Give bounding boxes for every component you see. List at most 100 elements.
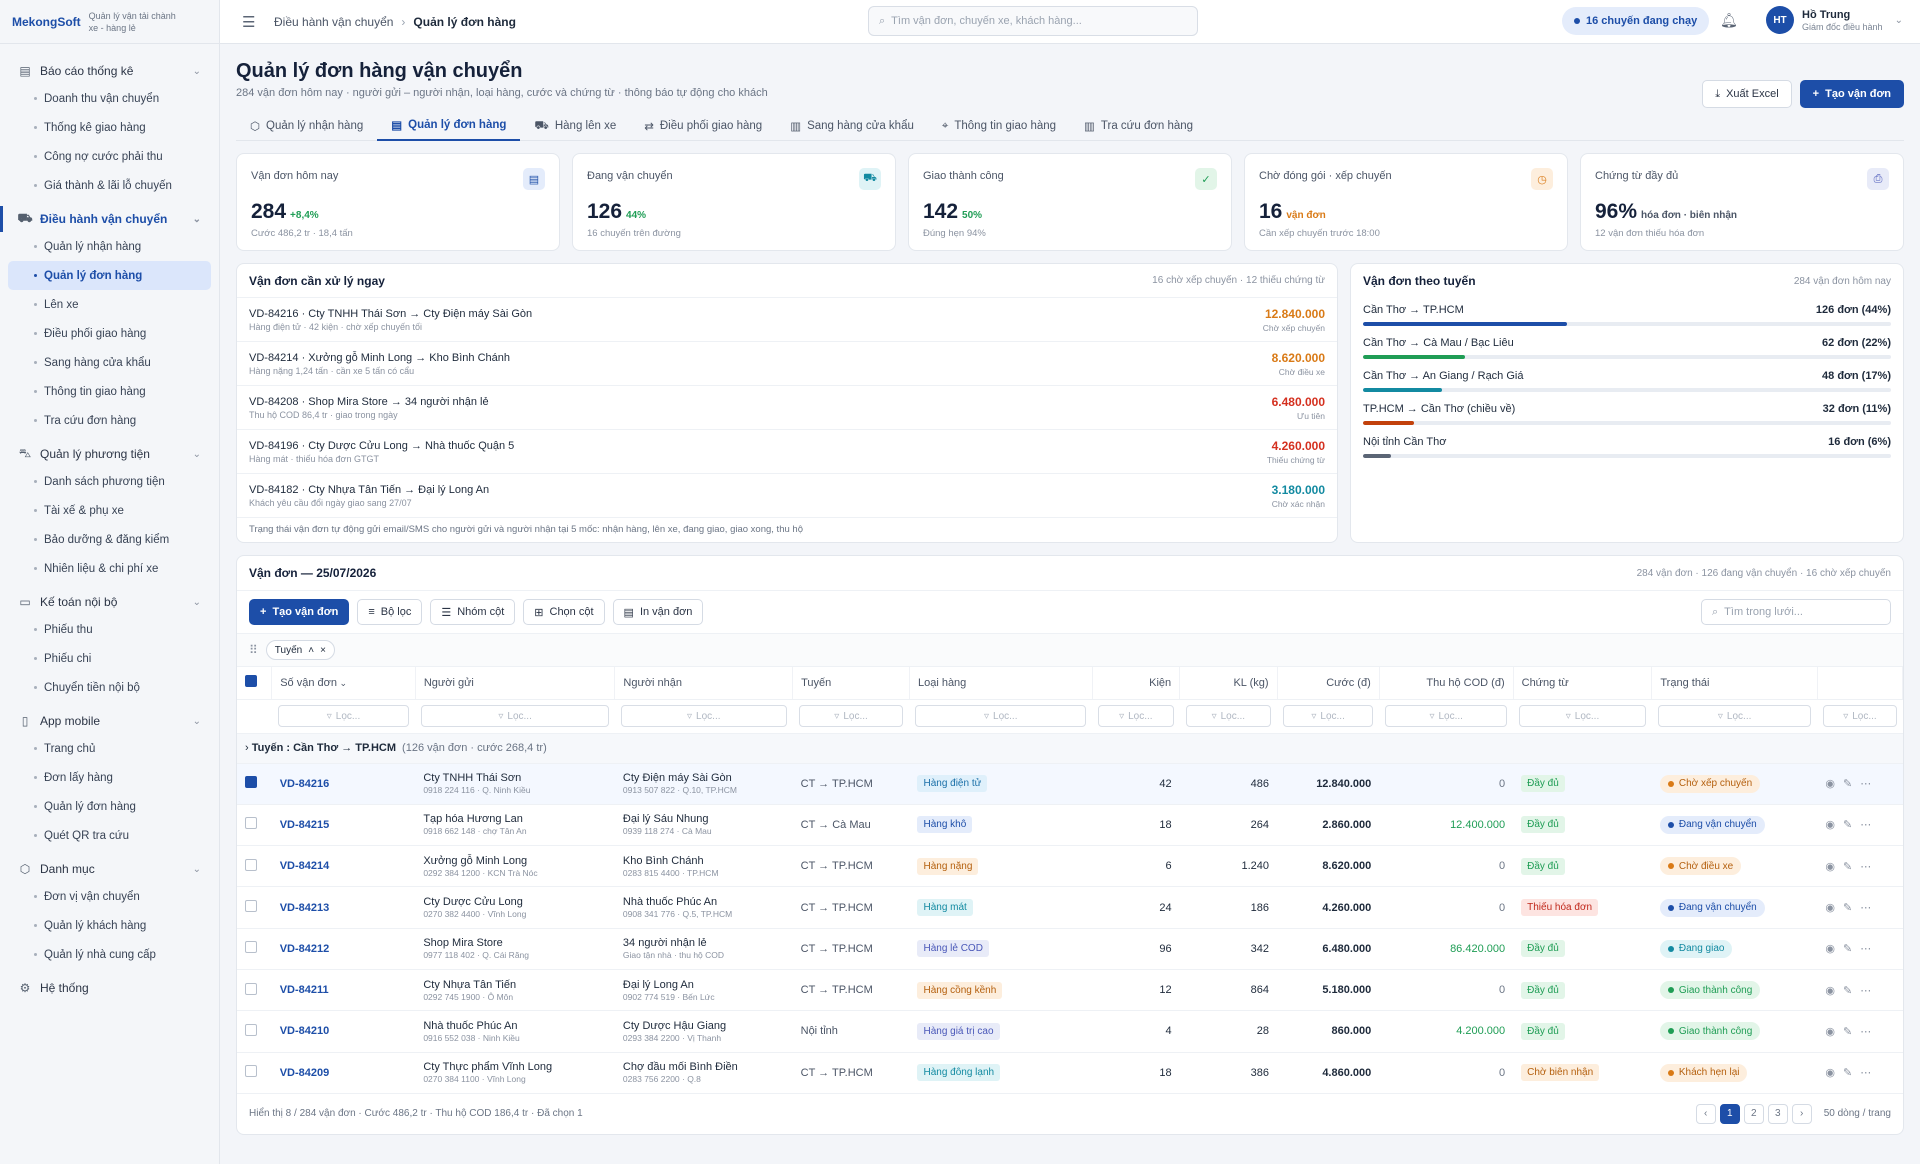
waybill-code-link[interactable]: VD-84215 [279,818,330,831]
route-item[interactable]: TP.HCM → Cần Thơ (chiều về) 32 đơn (11%) [1351,397,1903,430]
breadcrumb-parent[interactable]: Điều hành vận chuyển [274,14,394,29]
global-search-input[interactable]: ⌕ Tìm vận đơn, chuyến xe, khách hàng... [868,6,1198,36]
eye-icon[interactable]: ◉ [1825,819,1844,832]
sidebar-item[interactable]: Công nợ cước phải thu [8,142,211,171]
print-waybill-button[interactable]: ▤ In vận đơn [612,599,704,625]
more-icon[interactable]: ⋯ [1860,943,1880,956]
waybill-code-link[interactable]: VD-84209 [279,1066,330,1079]
route-item[interactable]: Nội tỉnh Cần Thơ 16 đơn (6%) [1351,430,1903,463]
sidebar-group-1[interactable]: ⛟ Điều hành vận chuyển ⌄ [0,206,211,232]
waybill-code-link[interactable]: VD-84216 [279,777,330,790]
more-icon[interactable]: ⋯ [1860,902,1880,915]
sidebar-item[interactable]: Danh sách phương tiện [8,467,211,496]
column-header[interactable]: Người gửi [415,667,616,700]
more-icon[interactable]: ⋯ [1860,860,1880,873]
eye-icon[interactable]: ◉ [1825,1067,1844,1080]
waybill-code-link[interactable]: VD-84212 [279,942,330,955]
urgent-item[interactable]: VD-84214 · Xưởng gỗ Minh Long → Kho Bình… [237,342,1337,386]
route-item[interactable]: Cần Thơ → Cà Mau / Bạc Liêu 62 đơn (22%) [1351,331,1903,364]
edit-icon[interactable]: ✎ [1843,984,1861,997]
sidebar-item[interactable]: Trang chủ [8,734,211,763]
tab-0[interactable]: ⬡ Quản lý nhận hàng [236,111,377,141]
logo[interactable]: MekongSoft [12,14,81,29]
tab-6[interactable]: ▥ Tra cứu đơn hàng [1070,111,1207,141]
column-filter-input[interactable]: ▿ Lọc... [421,705,609,727]
tab-5[interactable]: ⌖ Thông tin giao hàng [928,111,1070,141]
table-row[interactable]: VD-84210 Nhà thuốc Phúc An 0916 552 038 · … [237,1010,1903,1053]
eye-icon[interactable]: ◉ [1825,984,1844,997]
sidebar-group-4[interactable]: ▯ App mobile ⌄ [8,708,211,734]
urgent-item[interactable]: VD-84182 · Cty Nhựa Tân Tiến → Đại lý Lo… [237,474,1337,518]
column-filter-input[interactable]: ▿ Lọc... [1185,705,1272,727]
page-button[interactable]: 2 [1743,1103,1764,1124]
filter-button[interactable]: ≡ Bộ lọc [357,599,423,625]
column-header[interactable]: Cước (đ) [1277,667,1380,700]
sidebar-item[interactable]: Giá thành & lãi lỗ chuyến [8,171,211,200]
tab-4[interactable]: ▥ Sang hàng cửa khẩu [776,111,928,141]
export-excel-button[interactable]: ⤓ Xuất Excel [1702,80,1792,108]
table-row[interactable]: VD-84209 Cty Thực phẩm Vĩnh Long 0270 384 … [237,1052,1903,1094]
waybill-code-link[interactable]: VD-84214 [279,860,330,873]
eye-icon[interactable]: ◉ [1825,778,1844,791]
column-filter-input[interactable]: ▿ Lọc... [1823,705,1897,727]
next-page-button[interactable]: › [1791,1103,1812,1124]
tab-2[interactable]: ⛟ Hàng lên xe [520,111,630,141]
sidebar-item[interactable]: Lên xe [8,290,211,319]
column-header[interactable]: Trạng thái [1651,667,1818,700]
row-checkbox[interactable] [245,1023,257,1036]
bell-icon[interactable]: 🔔︎ [1720,12,1738,28]
eye-icon[interactable]: ◉ [1825,1025,1844,1038]
user-menu[interactable]: HT Hồ Trung Giám đốc điều hành ⌄ [1766,6,1903,34]
edit-icon[interactable]: ✎ [1843,860,1861,873]
sidebar-group-3[interactable]: ▭ Kế toán nội bộ ⌄ [8,589,211,615]
column-header[interactable]: Người nhận [614,667,794,700]
sidebar-item[interactable]: Tra cứu đơn hàng [8,406,211,435]
waybill-code-link[interactable]: VD-84213 [279,901,330,914]
group-columns-button[interactable]: ☰ Nhóm cột [430,599,516,625]
column-filter-input[interactable]: ▿ Lọc... [277,705,410,727]
sidebar-item[interactable]: Sang hàng cửa khẩu [8,348,211,377]
sidebar-item[interactable]: Bảo dưỡng & đăng kiểm [8,525,211,554]
more-icon[interactable]: ⋯ [1860,984,1880,997]
row-checkbox[interactable] [245,776,257,789]
column-header[interactable]: Chứng từ [1513,667,1653,700]
menu-icon[interactable]: ☰ [242,13,256,31]
row-checkbox[interactable] [245,900,257,913]
column-filter-input[interactable]: ▿ Lọc... [1657,705,1812,727]
sidebar-item[interactable]: Quản lý nhận hàng [8,232,211,261]
column-filter-input[interactable]: ▿ Lọc... [798,705,904,727]
drag-handle-icon[interactable]: ⠿ [249,643,258,657]
column-header[interactable]: Kiện [1092,667,1181,700]
sidebar-item[interactable]: Nhiên liệu & chi phí xe [8,554,211,583]
sidebar-item[interactable]: Chuyển tiền nội bộ [8,673,211,702]
edit-icon[interactable]: ✎ [1843,1067,1861,1080]
column-header[interactable]: Thu hộ COD (đ) [1379,667,1514,700]
row-checkbox[interactable] [245,1065,257,1078]
table-row[interactable]: VD-84216 Cty TNHH Thái Sơn 0918 224 116 · … [237,763,1903,805]
waybill-code-link[interactable]: VD-84211 [279,984,329,997]
eye-icon[interactable]: ◉ [1825,943,1844,956]
tab-1[interactable]: ▤ Quản lý đơn hàng [377,111,521,141]
sort-desc-icon[interactable]: ⌄ [336,677,347,688]
create-waybill-button[interactable]: + Tạo vận đơn [1799,80,1904,108]
grid-search-input[interactable]: ⌕ Tìm trong lưới... [1701,599,1891,625]
sidebar-item[interactable]: Đơn lấy hàng [8,763,211,792]
page-button[interactable]: 1 [1719,1103,1740,1124]
column-header[interactable]: Tuyến [792,667,910,700]
column-filter-input[interactable]: ▿ Lọc... [915,705,1087,727]
more-icon[interactable]: ⋯ [1860,778,1880,791]
page-size-select[interactable]: 50 dòng / trang [1823,1108,1891,1120]
prev-page-button[interactable]: ‹ [1695,1103,1716,1124]
sidebar-item[interactable]: Quản lý đơn hàng [8,261,211,290]
sidebar-item[interactable]: Quản lý khách hàng [8,911,211,940]
choose-columns-button[interactable]: ⊞ Chọn cột [523,599,605,625]
column-filter-input[interactable]: ▿ Lọc... [1385,705,1508,727]
sort-asc-icon[interactable]: ˄ [308,644,315,656]
more-icon[interactable]: ⋯ [1860,1067,1880,1080]
edit-icon[interactable]: ✎ [1843,902,1861,915]
route-item[interactable]: Cần Thơ → An Giang / Rạch Giá 48 đơn (17%… [1351,364,1903,397]
edit-icon[interactable]: ✎ [1843,778,1861,791]
sidebar-item[interactable]: Phiếu chi [8,644,211,673]
edit-icon[interactable]: ✎ [1843,943,1861,956]
urgent-item[interactable]: VD-84196 · Cty Dược Cửu Long → Nhà thuốc… [237,430,1337,474]
